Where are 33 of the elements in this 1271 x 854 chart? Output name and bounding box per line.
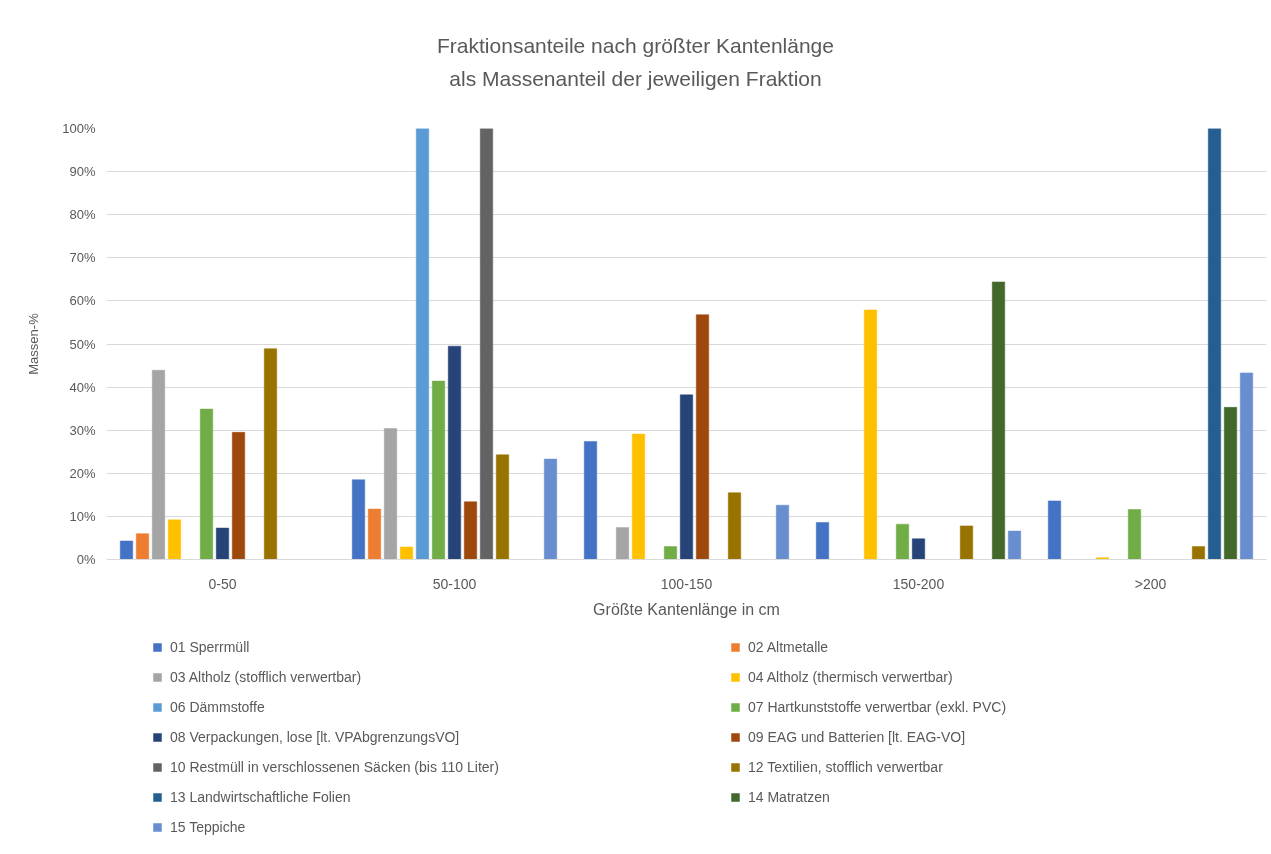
legend-label: 01 Sperrmüll bbox=[170, 638, 250, 657]
legend-label: 14 Matratzen bbox=[748, 788, 830, 807]
legend-label: 02 Altmetalle bbox=[748, 638, 829, 657]
y-tick-label: 20% bbox=[69, 465, 96, 481]
y-tick-label: 0% bbox=[76, 552, 96, 567]
y-tick-label: 70% bbox=[69, 250, 96, 266]
y-tick-label: 100% bbox=[62, 121, 96, 136]
x-tick-label: >200 bbox=[1134, 575, 1167, 592]
x-tick-label: 100-150 bbox=[660, 575, 713, 592]
legend-label: 04 Altholz (thermisch verwertbar) bbox=[748, 668, 953, 687]
legend-label: 10 Restmüll in verschlossenen Säcken (bis 110 Liter) bbox=[170, 758, 499, 777]
y-tick-label: 90% bbox=[69, 164, 96, 180]
legend-label: 13 Landwirtschaftliche Folien bbox=[170, 788, 351, 807]
y-tick-label: 30% bbox=[69, 422, 96, 438]
legend-label: 15 Teppiche bbox=[170, 818, 246, 837]
x-tick-label: 0-50 bbox=[208, 575, 237, 592]
y-tick-label: 80% bbox=[69, 207, 96, 223]
legend-label: 09 EAG und Batterien [lt. EAG-VO] bbox=[748, 728, 966, 747]
y-tick-label: 50% bbox=[69, 336, 96, 352]
x-tick-label: 150-200 bbox=[892, 575, 945, 592]
y-axis-title: Massen-% bbox=[26, 312, 42, 375]
x-tick-label: 50-100 bbox=[432, 575, 477, 592]
legend-label: 08 Verpackungen, lose [lt. VPAbgrenzungsVO] bbox=[170, 728, 460, 747]
y-tick-label: 40% bbox=[69, 379, 96, 395]
legend-label: 06 Dämmstoffe bbox=[170, 698, 265, 717]
legend-label: 07 Hartkunststoffe verwertbar (exkl. PVC) bbox=[748, 698, 1007, 717]
chart-subtitle: als Massenanteil der jeweiligen Fraktion bbox=[448, 66, 823, 92]
y-tick-label: 60% bbox=[69, 293, 96, 309]
legend-label: 03 Altholz (stofflich verwertbar) bbox=[170, 668, 362, 687]
x-axis-title: Größte Kantenlänge in cm bbox=[593, 600, 780, 618]
legend-label: 12 Textilien, stofflich verwertbar bbox=[748, 758, 943, 777]
y-tick-label: 10% bbox=[69, 508, 96, 524]
chart-title: Fraktionsanteile nach größter Kantenlänge bbox=[436, 33, 835, 59]
